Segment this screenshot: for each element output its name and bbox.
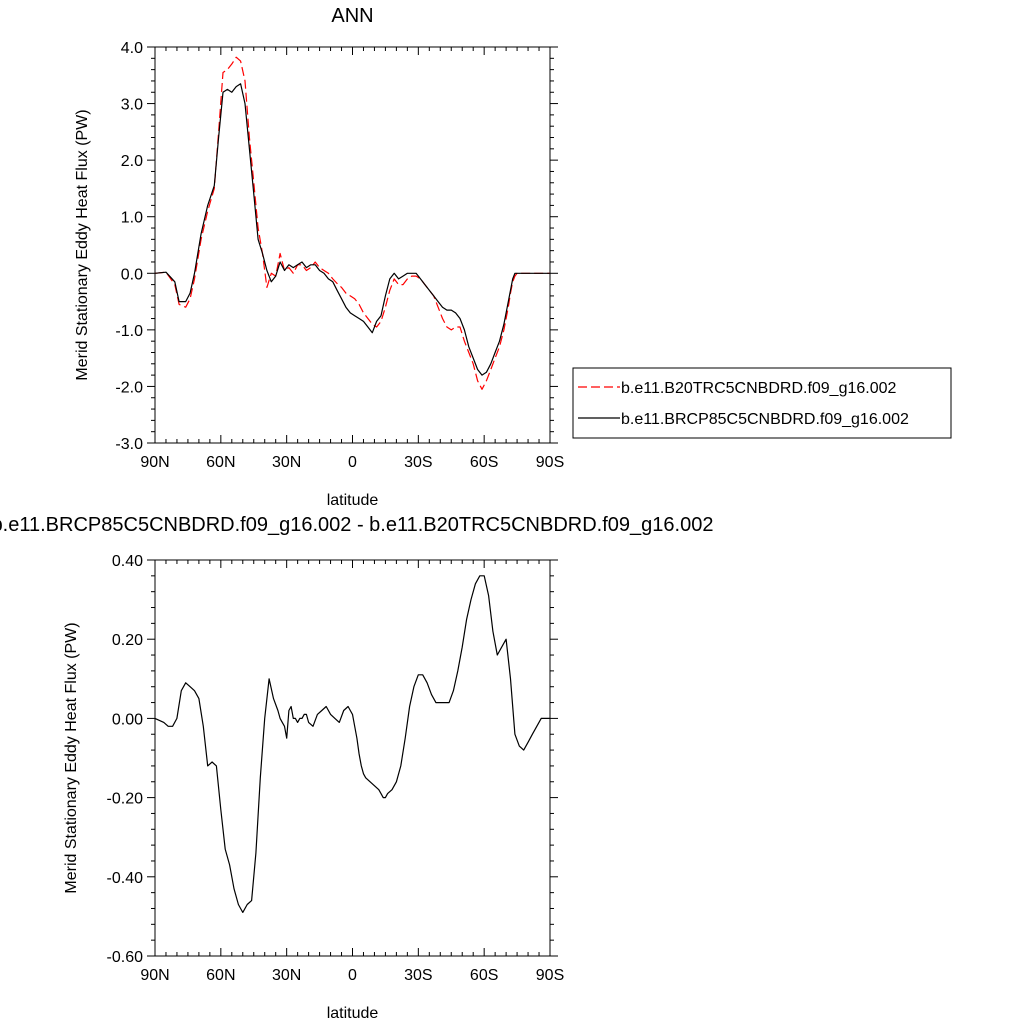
x-tick-label: 60N xyxy=(206,454,235,471)
x-tick-label: 30S xyxy=(404,967,432,984)
x-tick-label: 30N xyxy=(272,454,301,471)
y-tick-label: 0.0 xyxy=(121,266,143,283)
x-tick-label: 30N xyxy=(272,967,301,984)
legend-label-2: b.e11.BRCP85C5CNBDRD.f09_g16.002 xyxy=(621,411,909,428)
y-tick-label: -0.20 xyxy=(107,791,144,808)
y-tick-label: -0.40 xyxy=(107,870,144,887)
y-axis-label: Merid Stationary Eddy Heat Flux (PW) xyxy=(74,109,91,380)
x-tick-label: 90N xyxy=(140,454,169,471)
legend-label-1: b.e11.B20TRC5CNBDRD.f09_g16.002 xyxy=(621,380,897,397)
x-tick-label: 30S xyxy=(404,454,432,471)
series-line-2 xyxy=(154,83,550,376)
y-tick-label: 2.0 xyxy=(121,153,143,170)
y-tick-label: 0.40 xyxy=(112,553,143,570)
y-axis-label: Merid Stationary Eddy Heat Flux (PW) xyxy=(63,622,80,893)
x-tick-label: 60S xyxy=(470,454,498,471)
chart-1: ANN 90N 60N 30N 0 30S 60S 90S 4.0 3.0 2.0 1.0 0.0 -1.… xyxy=(74,5,952,509)
x-tick-label: 90N xyxy=(140,967,169,984)
chart-title: ANN xyxy=(331,5,373,27)
y-tick-label: -1.0 xyxy=(115,323,143,340)
plot-frame xyxy=(154,46,551,444)
x-tick-label: 0 xyxy=(348,967,357,984)
chart-2: b.e11.BRCP85C5CNBDRD.f09_g16.002 - b.e11… xyxy=(0,514,713,1022)
legend: b.e11.B20TRC5CNBDRD.f09_g16.002 b.e11.BRC… xyxy=(572,367,952,439)
x-tick-label: 90S xyxy=(536,967,564,984)
series-line-1 xyxy=(154,575,550,913)
y-tick-label: 3.0 xyxy=(121,97,143,114)
x-tick-label: 60S xyxy=(470,967,498,984)
y-tick-label: -3.0 xyxy=(115,436,143,453)
x-tick-label: 0 xyxy=(348,454,357,471)
x-tick-label: 60N xyxy=(206,967,235,984)
legend-frame xyxy=(572,367,952,439)
x-axis-label: latitude xyxy=(327,1005,379,1022)
y-tick-label: 0.20 xyxy=(112,632,143,649)
y-tick-label: 1.0 xyxy=(121,210,143,227)
y-tick-label: -2.0 xyxy=(115,379,143,396)
x-axis-label: latitude xyxy=(327,492,379,509)
x-tick-label: 90S xyxy=(536,454,564,471)
series-line-1 xyxy=(154,56,550,390)
y-tick-label: -0.60 xyxy=(107,949,144,966)
y-tick-label: 0.00 xyxy=(112,711,143,728)
chart-title: b.e11.BRCP85C5CNBDRD.f09_g16.002 - b.e11… xyxy=(0,514,713,536)
plot-frame xyxy=(154,559,551,957)
y-tick-label: 4.0 xyxy=(121,40,143,57)
